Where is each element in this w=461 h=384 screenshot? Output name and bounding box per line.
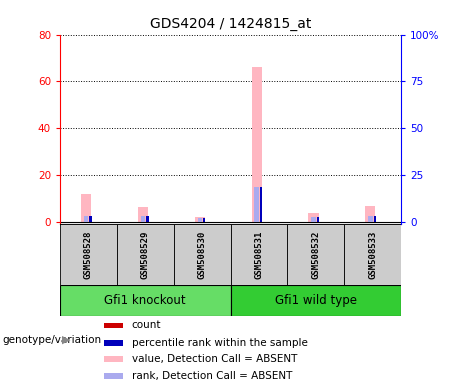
- Bar: [311, 217, 316, 222]
- Bar: [374, 216, 376, 222]
- Bar: [230, 224, 287, 285]
- Bar: [81, 194, 91, 222]
- Text: GSM508532: GSM508532: [311, 231, 320, 279]
- Text: ▶: ▶: [62, 335, 71, 345]
- Text: genotype/variation: genotype/variation: [2, 335, 101, 345]
- Bar: [89, 216, 92, 222]
- Bar: [260, 187, 262, 222]
- Bar: [60, 224, 117, 285]
- Text: GSM508529: GSM508529: [141, 231, 150, 279]
- Bar: [317, 217, 319, 222]
- Bar: [197, 218, 202, 222]
- Text: GSM508533: GSM508533: [368, 231, 377, 279]
- Bar: [146, 216, 148, 222]
- Bar: [84, 216, 89, 222]
- Bar: [138, 207, 148, 222]
- Bar: [174, 224, 230, 285]
- Title: GDS4204 / 1424815_at: GDS4204 / 1424815_at: [150, 17, 311, 31]
- Bar: [252, 67, 262, 222]
- Text: value, Detection Call = ABSENT: value, Detection Call = ABSENT: [131, 354, 297, 364]
- Bar: [287, 224, 344, 285]
- Bar: [368, 216, 372, 222]
- Text: Gfi1 knockout: Gfi1 knockout: [104, 294, 186, 307]
- Bar: [141, 216, 145, 222]
- Bar: [60, 285, 230, 316]
- Bar: [117, 224, 174, 285]
- Bar: [308, 213, 319, 222]
- Bar: [230, 285, 401, 316]
- Bar: [254, 187, 259, 222]
- Bar: [104, 373, 123, 379]
- Bar: [195, 217, 205, 222]
- Bar: [104, 323, 123, 328]
- Text: GSM508528: GSM508528: [84, 231, 93, 279]
- Text: GSM508531: GSM508531: [254, 231, 263, 279]
- Bar: [365, 205, 375, 222]
- Text: Gfi1 wild type: Gfi1 wild type: [275, 294, 357, 307]
- Bar: [104, 356, 123, 362]
- Text: rank, Detection Call = ABSENT: rank, Detection Call = ABSENT: [131, 371, 292, 381]
- Bar: [344, 224, 401, 285]
- Text: count: count: [131, 320, 161, 331]
- Text: percentile rank within the sample: percentile rank within the sample: [131, 338, 307, 348]
- Text: GSM508530: GSM508530: [198, 231, 207, 279]
- Bar: [203, 218, 206, 222]
- Bar: [104, 340, 123, 346]
